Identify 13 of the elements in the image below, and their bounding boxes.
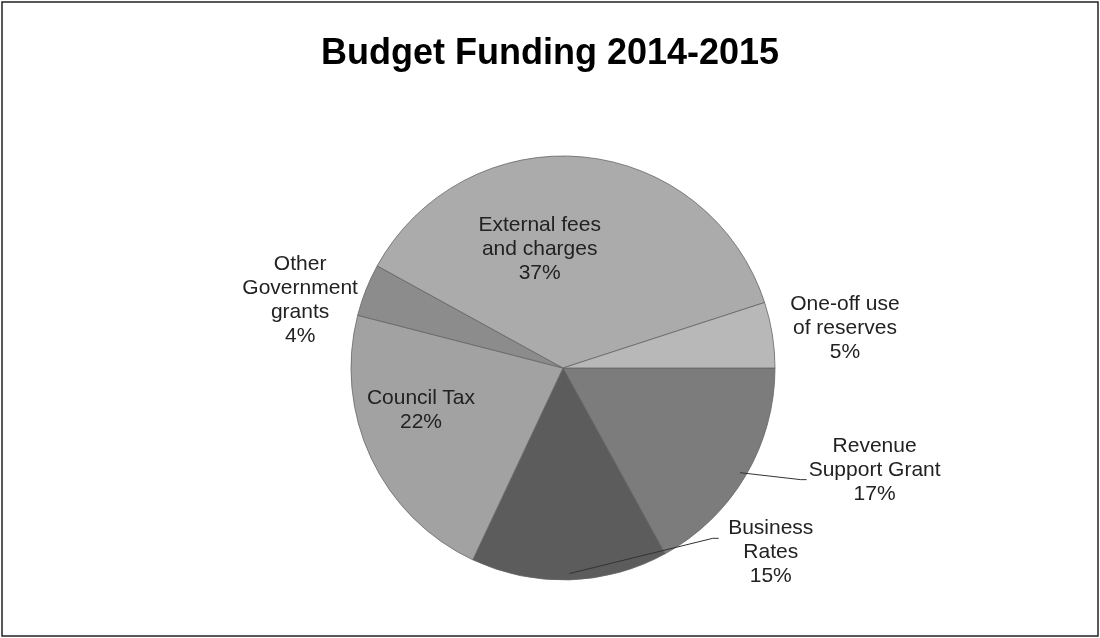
- slice-label: Revenue Support Grant: [808, 432, 941, 480]
- data-label: 37%: [518, 260, 561, 284]
- slice-label: One-off use of reserves: [790, 290, 900, 338]
- data-label: 22%: [399, 409, 442, 433]
- data-label: 15%: [749, 563, 792, 587]
- slice-label: Business Rates: [728, 515, 814, 563]
- slice-label: External fees and charges: [478, 212, 601, 260]
- data-label: 5%: [829, 338, 861, 362]
- data-label: 4%: [284, 323, 316, 347]
- chart-title: Budget Funding 2014-2015: [320, 31, 780, 72]
- slice-label: Other Government grants: [242, 251, 359, 323]
- slice-label: Council Tax: [366, 385, 476, 409]
- data-label: 17%: [853, 480, 896, 504]
